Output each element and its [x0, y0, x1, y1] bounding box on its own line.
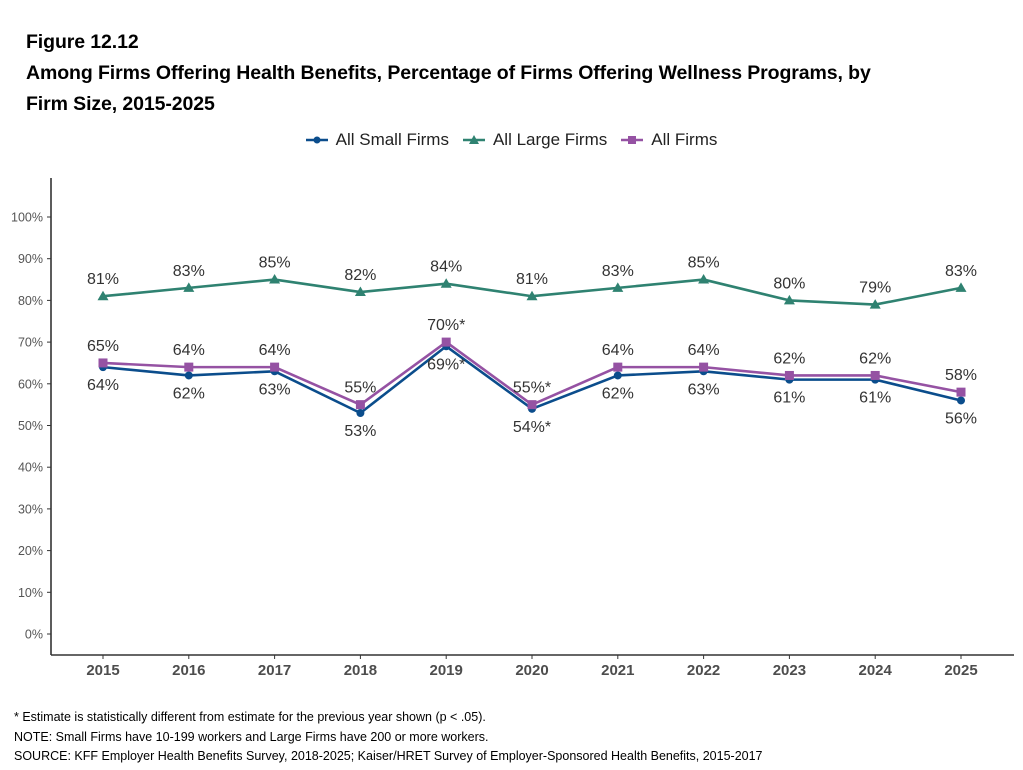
data-label: 65% [87, 338, 119, 355]
data-label: 83% [173, 263, 205, 280]
data-label: 54%* [513, 419, 551, 436]
data-point [354, 286, 366, 297]
data-point [356, 408, 365, 417]
legend-item: All Small Firms [305, 130, 449, 150]
y-tick-label: 100% [11, 211, 43, 225]
data-point [784, 370, 794, 380]
legend-label: All Small Firms [335, 130, 449, 149]
source-note: SOURCE: KFF Employer Health Benefits Sur… [14, 749, 763, 763]
data-label: 85% [259, 255, 291, 272]
data-label: 64% [259, 342, 291, 359]
data-point [97, 290, 109, 301]
data-label: 53% [344, 423, 376, 440]
data-point [613, 371, 622, 380]
data-label: 83% [602, 263, 634, 280]
data-point [355, 400, 365, 410]
x-tick-label: 2023 [773, 662, 806, 679]
data-point [612, 282, 624, 292]
y-tick-label: 10% [18, 586, 43, 600]
data-point [613, 362, 623, 372]
data-label: 63% [259, 381, 291, 398]
y-tick-label: 80% [18, 294, 43, 308]
data-point [699, 362, 709, 372]
x-tick-label: 2015 [86, 662, 119, 679]
x-tick-label: 2021 [601, 662, 634, 679]
data-label: 62% [773, 350, 805, 367]
data-label: 63% [688, 381, 720, 398]
asterisk-note: * Estimate is statistically different fr… [14, 710, 486, 724]
chart-title-line-1: Among Firms Offering Health Benefits, Pe… [26, 62, 871, 84]
data-label: 64% [688, 342, 720, 359]
legend-label: All Firms [651, 130, 718, 149]
data-point [957, 396, 965, 405]
data-point [527, 400, 537, 410]
data-point [526, 290, 538, 301]
data-label: 62% [859, 350, 891, 367]
data-point [184, 371, 193, 380]
data-label: 55% [344, 380, 376, 397]
data-label: 62% [602, 385, 634, 402]
legend-key-square-icon [621, 136, 644, 144]
y-tick-label: 0% [25, 628, 43, 642]
data-label: 83% [945, 263, 977, 280]
data-label: 79% [859, 280, 891, 297]
x-tick-label: 2025 [944, 662, 977, 679]
y-tick-label: 70% [18, 336, 43, 350]
data-point [956, 387, 966, 397]
data-label: 64% [87, 377, 119, 394]
data-point [783, 294, 795, 305]
firm-size-note: NOTE: Small Firms have 10-199 workers an… [14, 730, 489, 744]
legend-key-triangle-icon [462, 135, 485, 144]
x-tick-label: 2017 [258, 662, 291, 679]
x-tick-label: 2024 [859, 662, 893, 679]
data-point [98, 358, 108, 368]
data-label: 69%* [427, 356, 465, 373]
figure-label: Figure 12.12 [26, 31, 139, 53]
chart-title-line-2: Firm Size, 2015-2025 [26, 93, 215, 115]
y-tick-label: 60% [18, 377, 43, 391]
x-tick-label: 2022 [687, 662, 720, 679]
data-point [441, 337, 451, 347]
data-point [269, 274, 281, 284]
x-tick-label: 2018 [344, 662, 377, 679]
data-point [870, 370, 880, 380]
chart-legend: All Small Firms All Large Firms All Firms [0, 130, 1023, 150]
legend-item: All Large Firms [462, 130, 608, 150]
data-label: 64% [602, 342, 634, 359]
x-tick-label: 2016 [172, 662, 205, 679]
data-point [869, 299, 881, 309]
data-point [955, 282, 967, 292]
data-label: 56% [945, 410, 977, 427]
y-tick-label: 90% [18, 252, 43, 266]
data-point [698, 274, 710, 284]
data-label: 58% [945, 367, 977, 384]
data-label: 62% [173, 385, 205, 402]
data-label: 84% [430, 259, 462, 276]
line-chart: 0% 10% 20% 30% 40% 50% 60% 70% 80% 90% 100% 2015 201… [11, 178, 1014, 679]
data-label: 64% [173, 342, 205, 359]
y-tick-label: 50% [18, 419, 43, 433]
data-label: 80% [773, 275, 805, 292]
data-label: 82% [344, 267, 376, 284]
data-point [440, 278, 452, 288]
legend-item: All Firms [621, 130, 717, 150]
legend-label: All Large Firms [492, 130, 608, 149]
data-label: 70%* [427, 317, 465, 334]
data-label: 85% [688, 255, 720, 272]
data-point [184, 362, 194, 372]
x-tick-label: 2020 [515, 662, 548, 679]
data-label: 61% [859, 390, 891, 407]
legend-key-circle-icon [305, 136, 328, 144]
y-tick-label: 30% [18, 502, 43, 516]
data-label: 81% [516, 271, 548, 288]
y-tick-label: 40% [18, 461, 43, 475]
data-label: 55%* [513, 380, 551, 397]
data-label: 81% [87, 271, 119, 288]
data-label: 61% [773, 390, 805, 407]
data-point [270, 362, 280, 372]
data-point [183, 282, 195, 292]
y-tick-label: 20% [18, 544, 43, 558]
x-tick-label: 2019 [430, 662, 463, 679]
